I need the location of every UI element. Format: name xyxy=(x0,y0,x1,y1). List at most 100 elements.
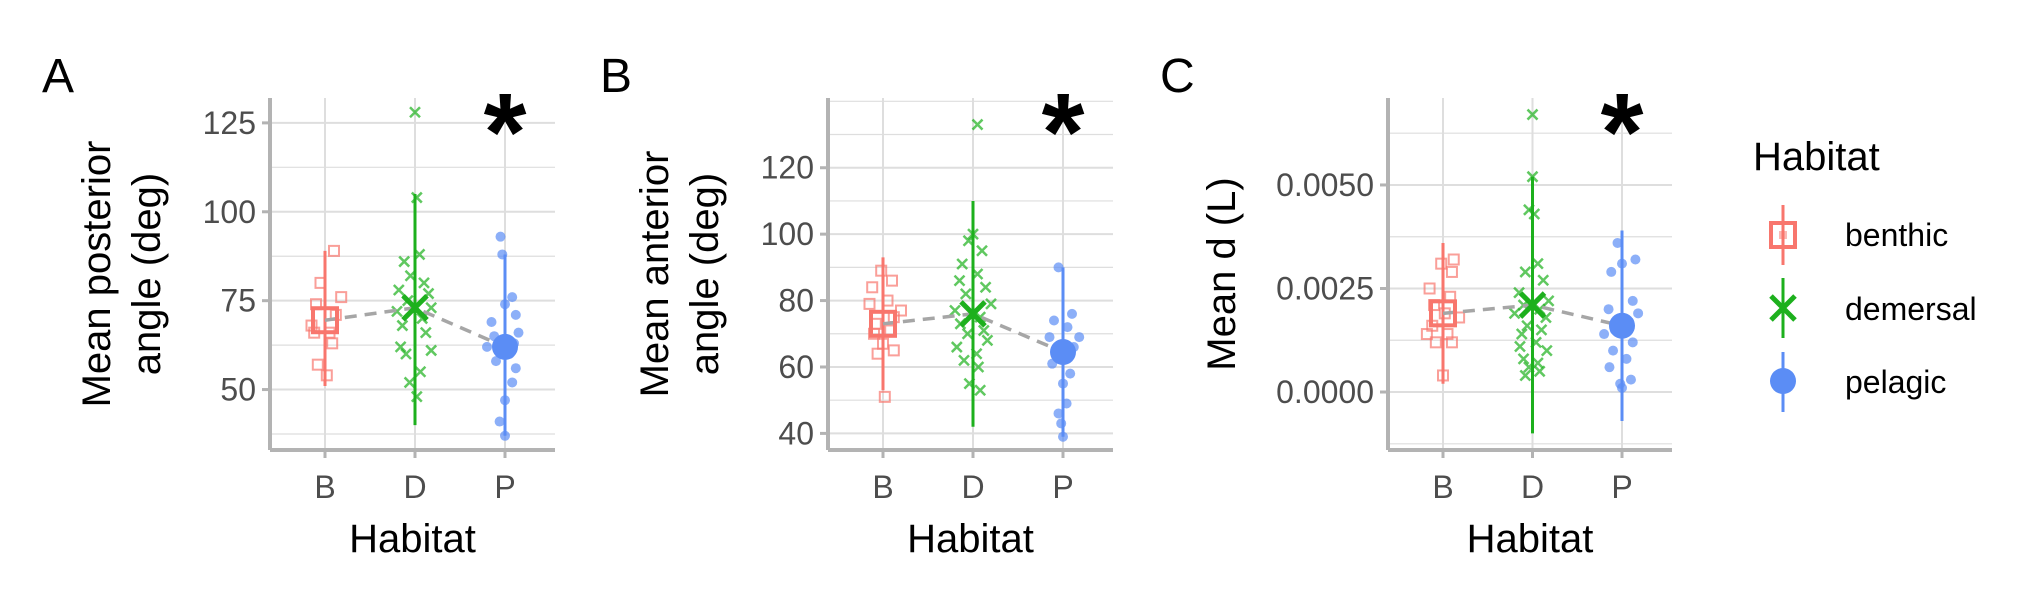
data-point-benthic xyxy=(320,369,333,382)
mean-marker-pelagic xyxy=(1050,339,1076,366)
x-tick-label: D xyxy=(961,469,984,505)
data-point-benthic xyxy=(1447,253,1460,266)
data-point-benthic xyxy=(866,281,879,294)
benthic-square-icon xyxy=(1769,221,1797,249)
mean-marker-pelagic xyxy=(492,333,518,360)
data-point-pelagic xyxy=(1067,308,1077,319)
data-point-demersal xyxy=(949,304,961,317)
x-axis-title: Habitat xyxy=(1467,517,1594,561)
legend-label-benthic: benthic xyxy=(1845,217,1948,253)
data-point-benthic xyxy=(871,347,884,360)
data-point-benthic xyxy=(314,276,327,289)
legend: Habitat benthic demersal pelagic xyxy=(1753,135,1977,412)
data-point-demersal xyxy=(967,228,979,241)
data-point-pelagic xyxy=(1617,258,1627,269)
data-point-pelagic xyxy=(1053,408,1064,419)
data-point-demersal xyxy=(404,269,417,282)
data-point-pelagic xyxy=(497,249,508,260)
y-tick-label: 100 xyxy=(761,216,814,252)
data-point-pelagic xyxy=(1599,329,1610,340)
data-point-demersal xyxy=(1533,365,1546,378)
data-point-pelagic xyxy=(1603,304,1614,315)
y-tick-label: 60 xyxy=(778,349,814,385)
data-point-benthic xyxy=(875,264,888,277)
data-point-demersal xyxy=(981,334,994,347)
x-tick-label: B xyxy=(872,469,893,505)
data-point-demersal xyxy=(425,344,438,357)
data-point-demersal xyxy=(1519,266,1532,278)
data-point-pelagic xyxy=(1058,378,1068,389)
data-point-demersal xyxy=(974,384,987,397)
mean-marker-benthic xyxy=(311,306,339,335)
panel-A: 50 75 100 125 B D P Habitat Mean posterior angle … xyxy=(42,50,555,561)
significance-star: * xyxy=(484,71,527,194)
data-point-demersal xyxy=(958,354,970,367)
significance-star: * xyxy=(1601,71,1644,194)
data-point-pelagic xyxy=(491,356,501,367)
y-tick-label: 50 xyxy=(220,372,256,408)
data-point-pelagic xyxy=(500,430,510,441)
data-point-pelagic xyxy=(1627,295,1638,306)
data-point-benthic xyxy=(1423,282,1436,295)
data-point-benthic xyxy=(1435,257,1448,270)
data-point-demersal xyxy=(970,347,983,360)
data-point-demersal xyxy=(1531,357,1544,369)
x-axis-title: Habitat xyxy=(349,517,476,561)
data-point-pelagic xyxy=(1630,254,1641,265)
data-point-demersal xyxy=(409,106,421,119)
data-point-demersal xyxy=(1537,274,1550,287)
data-point-benthic xyxy=(1445,336,1458,349)
data-point-demersal xyxy=(1542,295,1555,307)
data-point-demersal xyxy=(410,390,423,403)
y-tick-label: 0.0000 xyxy=(1276,374,1374,410)
panel-C: 0.0000 0.0025 0.0050 B D P Habitat Mean d (L) C * xyxy=(1160,50,1672,561)
data-point-pelagic xyxy=(495,231,506,242)
significance-star: * xyxy=(1042,71,1085,194)
data-point-pelagic xyxy=(1065,368,1076,379)
data-point-pelagic xyxy=(507,377,518,388)
data-point-demersal xyxy=(419,326,432,339)
x-tick-label: P xyxy=(1611,469,1632,505)
data-point-benthic xyxy=(1429,336,1442,349)
data-point-demersal xyxy=(413,248,426,261)
data-point-demersal xyxy=(425,301,438,314)
data-point-pelagic xyxy=(1606,266,1617,277)
panel-B: 40 60 80 100 120 B D P Habitat Mean anterior angle… xyxy=(600,50,1113,561)
data-point-pelagic xyxy=(1633,308,1644,319)
data-point-demersal xyxy=(963,377,976,390)
data-point-demersal xyxy=(414,365,427,378)
x-tick-label: D xyxy=(403,469,426,505)
legend-item-pelagic: pelagic xyxy=(1770,352,1946,412)
data-point-demersal xyxy=(1521,319,1534,332)
data-point-benthic xyxy=(863,297,876,310)
x-axis-title: Habitat xyxy=(907,517,1034,561)
data-point-benthic xyxy=(328,244,340,257)
legend-item-benthic: benthic xyxy=(1769,205,1948,265)
x-tick-label: P xyxy=(494,469,515,505)
data-point-demersal xyxy=(410,191,423,204)
data-point-demersal xyxy=(979,281,992,294)
data-point-demersal xyxy=(1530,336,1542,349)
data-point-pelagic xyxy=(486,317,497,327)
data-point-demersal xyxy=(962,234,975,247)
panel-label: B xyxy=(600,50,632,103)
data-point-pelagic xyxy=(1061,398,1072,409)
data-point-demersal xyxy=(1515,328,1528,340)
data-point-demersal xyxy=(959,288,972,300)
data-point-demersal xyxy=(398,255,411,268)
data-point-benthic xyxy=(895,304,907,317)
data-point-pelagic xyxy=(1049,315,1059,326)
data-point-pelagic xyxy=(513,327,524,338)
x-tick-label: B xyxy=(314,469,335,505)
data-point-pelagic xyxy=(500,395,510,406)
y-axis-title: angle (deg) xyxy=(125,173,169,375)
data-point-demersal xyxy=(400,348,412,360)
mean-marker-benthic xyxy=(1429,299,1457,328)
data-point-benthic xyxy=(1445,265,1458,278)
y-tick-label: 0.0050 xyxy=(1276,167,1374,203)
y-tick-label: 80 xyxy=(778,283,814,319)
data-point-benthic xyxy=(1420,328,1433,341)
data-point-pelagic xyxy=(1608,345,1619,356)
data-point-demersal xyxy=(1540,344,1553,357)
